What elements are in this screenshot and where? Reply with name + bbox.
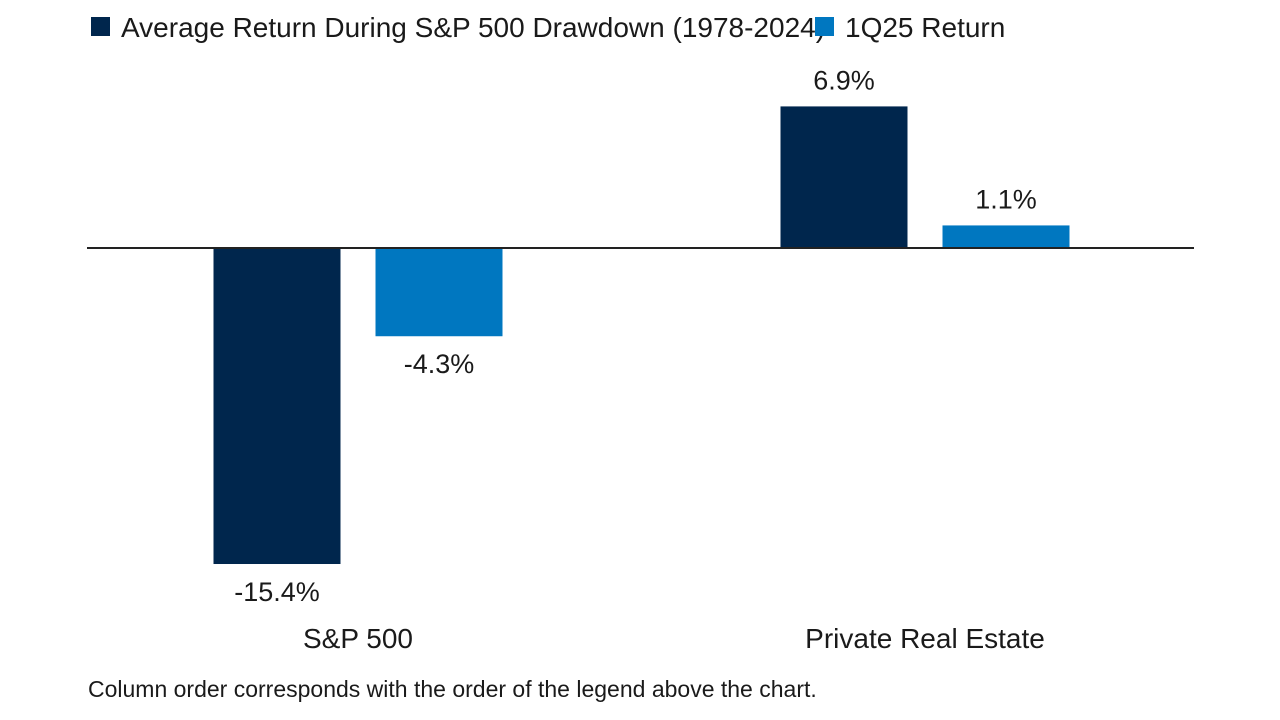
legend-label-1: Average Return During S&P 500 Drawdown (… — [121, 12, 825, 43]
chart-legend: Average Return During S&P 500 Drawdown (… — [91, 12, 1005, 43]
chart-bars — [213, 106, 1070, 565]
category-label-1: S&P 500 — [303, 623, 413, 654]
data-labels: -15.4% -4.3% 6.9% 1.1% — [234, 65, 1037, 607]
data-label-1-2: 6.9% — [813, 65, 875, 95]
bar-2-1 — [375, 248, 503, 337]
category-label-2: Private Real Estate — [805, 623, 1045, 654]
category-labels: S&P 500 Private Real Estate — [303, 623, 1045, 654]
data-label-2-1: -4.3% — [404, 349, 475, 379]
bar-1-1 — [213, 248, 341, 565]
bar-1-2 — [780, 106, 908, 248]
data-label-2-2: 1.1% — [975, 184, 1037, 214]
legend-swatch-2 — [815, 17, 834, 36]
legend-swatch-1 — [91, 17, 110, 36]
bar-2-2 — [942, 225, 1070, 248]
legend-label-2: 1Q25 Return — [845, 12, 1005, 43]
chart-footnote: Column order corresponds with the order … — [88, 676, 817, 702]
data-label-1-1: -15.4% — [234, 577, 320, 607]
